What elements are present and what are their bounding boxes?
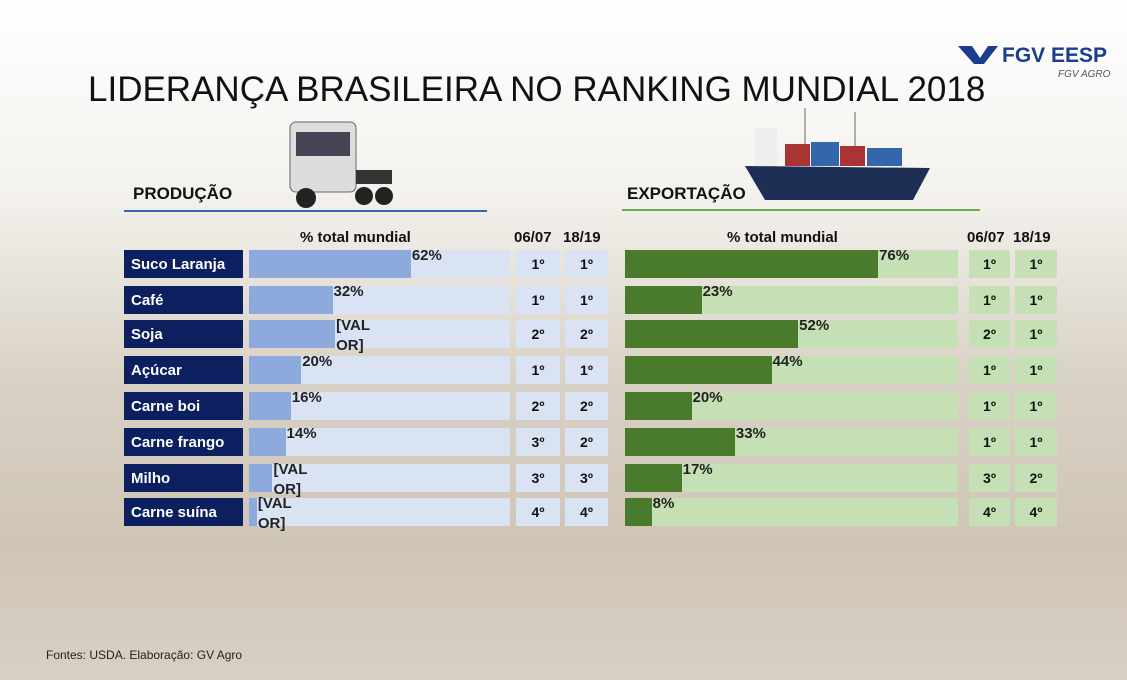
rank-cell: 2º	[565, 392, 608, 420]
value-label: 52%	[799, 317, 830, 334]
rank-cell: 1º	[1015, 250, 1057, 278]
rank-cell: 1º	[516, 286, 560, 314]
rank-header: 18/19	[1013, 229, 1051, 246]
bar	[625, 498, 652, 526]
rank-cell: 3º	[565, 464, 608, 492]
value-label: 76%	[879, 247, 910, 264]
value-label: 8%	[652, 495, 675, 512]
title: LIDERANÇA BRASILEIRA NO RANKING MUNDIAL …	[88, 70, 986, 109]
rank-header: 18/19	[563, 229, 601, 246]
rank-cell: 1º	[1015, 428, 1057, 456]
rank-cell: 1º	[1015, 286, 1057, 314]
value-label: [VALOR]	[336, 317, 371, 354]
rank-cell: 1º	[969, 392, 1010, 420]
rank-cell: 1º	[565, 250, 608, 278]
underline	[124, 210, 487, 212]
rank-cell: 2º	[565, 320, 608, 348]
bar-track	[249, 464, 510, 492]
rank-cell: 2º	[565, 428, 608, 456]
axis-label: % total mundial	[727, 229, 838, 246]
category-label: Açúcar	[124, 356, 243, 384]
rank-cell: 3º	[516, 428, 560, 456]
rank-cell: 3º	[516, 464, 560, 492]
value-label: 23%	[702, 283, 733, 300]
bar	[249, 286, 333, 314]
rank-cell: 2º	[969, 320, 1010, 348]
value-label: [VALOR]	[257, 495, 292, 532]
rank-cell: 3º	[969, 464, 1010, 492]
value-label: 44%	[772, 353, 803, 370]
axis-label: % total mundial	[300, 229, 411, 246]
underline	[622, 209, 980, 211]
rank-cell: 2º	[516, 320, 560, 348]
bar	[249, 356, 302, 384]
rank-cell: 2º	[516, 392, 560, 420]
category-label: Carne boi	[124, 392, 243, 420]
logo-sub: FGV AGRO	[1058, 69, 1111, 80]
category-label: Carne suína	[124, 498, 243, 526]
rank-cell: 4º	[565, 498, 608, 526]
rank-cell: 1º	[516, 250, 560, 278]
bar	[249, 392, 291, 420]
bar	[249, 320, 336, 348]
value-label: 20%	[302, 353, 333, 370]
rank-header: 06/07	[967, 229, 1005, 246]
rank-cell: 4º	[969, 498, 1010, 526]
rank-cell: 1º	[969, 286, 1010, 314]
rank-header: 06/07	[514, 229, 552, 246]
source: Fontes: USDA. Elaboração: GV Agro	[46, 648, 243, 662]
bar-track	[249, 428, 510, 456]
bar	[625, 428, 735, 456]
section-title: EXPORTAÇÃO	[627, 184, 746, 203]
rank-cell: 1º	[1015, 356, 1057, 384]
logo: FGV EESP	[1002, 44, 1108, 67]
bar-track	[625, 498, 958, 526]
rank-cell: 1º	[565, 356, 608, 384]
truck-icon	[289, 121, 393, 208]
value-label: 17%	[682, 461, 713, 478]
bar-track	[249, 392, 510, 420]
bar	[625, 356, 772, 384]
bar	[249, 428, 286, 456]
bar	[625, 250, 879, 278]
bar	[625, 464, 682, 492]
category-label: Carne frango	[124, 428, 243, 456]
value-label: [VALOR]	[273, 461, 308, 498]
bar	[249, 464, 273, 492]
rank-cell: 4º	[516, 498, 560, 526]
value-label: 62%	[411, 247, 442, 264]
category-label: Café	[124, 286, 243, 314]
category-label: Soja	[124, 320, 243, 348]
value-label: 16%	[291, 389, 322, 406]
bar	[249, 498, 257, 526]
category-label: Suco Laranja	[124, 250, 243, 278]
value-label: 33%	[735, 425, 766, 442]
bar	[625, 286, 702, 314]
value-label: 20%	[692, 389, 723, 406]
rank-cell: 1º	[969, 428, 1010, 456]
value-label: 14%	[286, 425, 317, 442]
bar	[625, 392, 692, 420]
rank-cell: 1º	[565, 286, 608, 314]
value-label: 32%	[333, 283, 364, 300]
section-title: PRODUÇÃO	[133, 184, 233, 203]
ship-icon	[745, 108, 930, 200]
category-label: Milho	[124, 464, 243, 492]
bar	[249, 250, 411, 278]
rank-cell: 1º	[969, 356, 1010, 384]
rank-cell: 2º	[1015, 464, 1057, 492]
rank-cell: 4º	[1015, 498, 1057, 526]
rank-cell: 1º	[969, 250, 1010, 278]
logo-icon	[958, 46, 998, 64]
bar	[625, 320, 799, 348]
rank-cell: 1º	[516, 356, 560, 384]
rank-cell: 1º	[1015, 320, 1057, 348]
rank-cell: 1º	[1015, 392, 1057, 420]
bar-track	[249, 498, 510, 526]
